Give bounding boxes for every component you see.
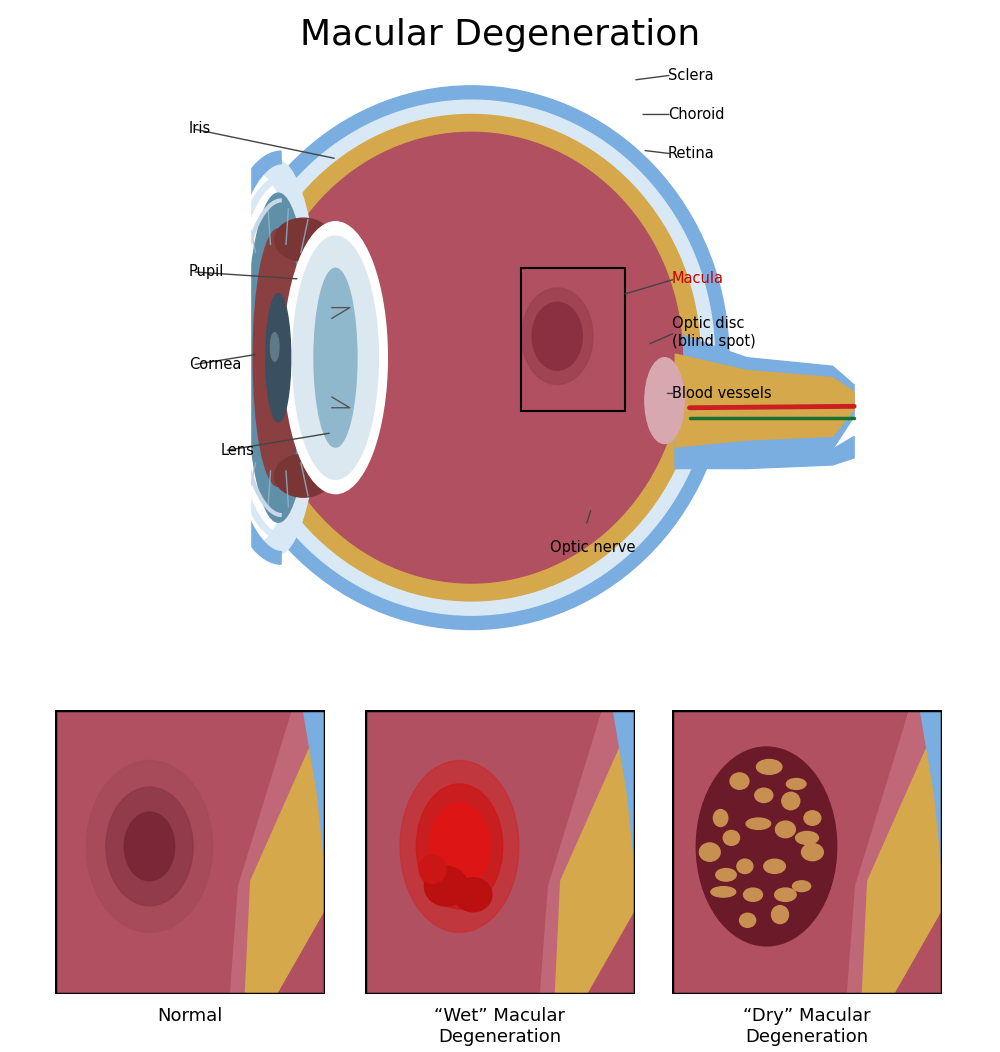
Ellipse shape [124,812,175,881]
Ellipse shape [228,100,715,615]
Bar [521,268,625,411]
Ellipse shape [757,760,782,774]
Ellipse shape [802,844,823,861]
Polygon shape [285,710,325,994]
Polygon shape [293,710,325,994]
Bar [135,0,250,715]
Text: Blood vessels: Blood vessels [672,386,771,401]
Text: Macular Degeneration: Macular Degeneration [300,18,700,52]
Polygon shape [675,355,854,447]
Ellipse shape [740,913,756,927]
Ellipse shape [253,229,303,486]
Ellipse shape [270,332,279,361]
Text: Sclera: Sclera [668,67,714,83]
Polygon shape [675,332,854,468]
Text: “Dry” Macular
Degeneration: “Dry” Macular Degeneration [743,1007,871,1046]
Ellipse shape [713,810,728,827]
Ellipse shape [743,888,763,902]
Polygon shape [594,710,635,994]
Ellipse shape [203,171,303,544]
Ellipse shape [521,288,593,384]
Ellipse shape [755,788,773,803]
Ellipse shape [106,787,193,906]
Ellipse shape [737,859,753,873]
Ellipse shape [699,843,720,862]
Ellipse shape [293,236,378,480]
Ellipse shape [235,161,321,554]
Polygon shape [239,710,325,994]
Polygon shape [845,710,942,994]
Ellipse shape [86,761,213,932]
Polygon shape [902,710,942,994]
Ellipse shape [723,830,740,846]
Ellipse shape [711,887,736,897]
Ellipse shape [275,218,332,261]
Ellipse shape [284,222,387,493]
Ellipse shape [454,877,492,912]
Ellipse shape [775,822,795,837]
Polygon shape [675,437,854,468]
Ellipse shape [782,792,800,810]
Ellipse shape [804,811,821,825]
Text: Iris: Iris [189,121,211,137]
Ellipse shape [266,294,291,422]
Ellipse shape [532,302,582,370]
Polygon shape [603,710,635,994]
Ellipse shape [716,869,736,882]
Polygon shape [538,710,635,994]
Ellipse shape [771,906,789,924]
Ellipse shape [786,778,806,789]
Ellipse shape [764,859,785,873]
Text: Lens: Lens [221,443,255,459]
Text: Normal: Normal [157,1007,223,1025]
Text: “Wet” Macular
Degeneration: “Wet” Macular Degeneration [434,1007,566,1046]
Ellipse shape [260,133,682,583]
Ellipse shape [730,773,749,789]
Text: Optic nerve: Optic nerve [550,540,636,554]
Ellipse shape [424,867,468,906]
Ellipse shape [400,761,519,932]
Polygon shape [856,710,942,994]
Text: Choroid: Choroid [668,107,725,122]
Ellipse shape [242,115,700,601]
Ellipse shape [314,268,357,447]
Text: Optic disc
(blind spot): Optic disc (blind spot) [672,317,755,349]
Text: Pupil: Pupil [189,264,224,280]
Text: Macula: Macula [672,271,724,286]
Ellipse shape [796,831,818,845]
Ellipse shape [696,747,837,946]
Ellipse shape [429,803,490,890]
Polygon shape [549,710,635,994]
Ellipse shape [214,86,729,629]
Text: Retina: Retina [668,146,715,161]
Polygon shape [910,710,942,994]
Ellipse shape [419,855,446,884]
Text: Cornea: Cornea [189,358,241,372]
Ellipse shape [645,358,684,444]
Ellipse shape [275,454,332,498]
Polygon shape [228,710,325,994]
Ellipse shape [775,888,796,902]
Ellipse shape [793,881,811,892]
Ellipse shape [746,818,771,829]
Ellipse shape [416,784,503,909]
Ellipse shape [246,194,310,522]
